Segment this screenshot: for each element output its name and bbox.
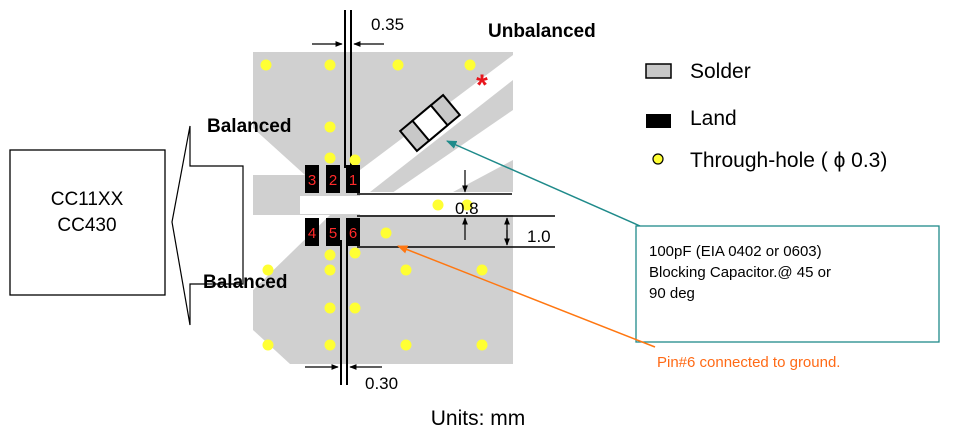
through-hole-via [262,339,274,351]
land-pin-5 [326,218,340,246]
land-pin-2 [326,165,340,193]
pin-number-3: 3 [308,172,316,189]
ground-callout-arrow [397,245,656,348]
legend-land-swatch [646,114,671,128]
through-hole-via [262,264,274,276]
capacitor-center [411,103,449,143]
through-hole-via [324,249,336,261]
through-hole-via [392,59,404,71]
asterisk-marker: * [476,69,488,102]
through-hole-via [349,302,361,314]
label-unbalanced: Unbalanced [488,21,596,42]
blocking-capacitor [398,93,462,153]
dimension-lines [305,41,555,370]
through-hole-via [400,339,412,351]
capacitor-note-line1: 100pF (EIA 0402 or 0603) [649,243,822,260]
hollow-arrow [171,125,244,326]
land-pin-1 [346,165,360,193]
through-hole-via [260,59,272,71]
land-pin-6 [346,218,360,246]
pin-number-1: 1 [349,172,357,189]
feed-lines [340,10,352,385]
through-hole-via [400,264,412,276]
through-hole-via [324,302,336,314]
label-balanced-bottom: Balanced [203,272,287,293]
legend-solder-swatch [645,63,672,79]
through-hole-via [324,339,336,351]
through-hole-via [464,59,476,71]
through-hole-via [324,264,336,276]
dim-value-bottom-gap: 0.30 [365,374,398,393]
units-label: Units: mm [431,407,526,430]
pin-number-4: 4 [308,225,316,242]
chip-box [9,149,166,296]
land-pin-3 [305,165,319,193]
through-hole-via [324,59,336,71]
pin-number-5: 5 [329,225,337,242]
through-hole-via [476,264,488,276]
capacitor-callout-arrow [446,140,641,227]
legend-via-swatch [652,153,664,165]
legend-solder-label: Solder [690,60,751,83]
through-hole-via [476,339,488,351]
through-hole-via [349,154,361,166]
dim-value-pitch: 1.0 [527,227,551,246]
through-hole-via [432,199,444,211]
chip-name-line2: CC430 [57,215,116,236]
through-hole-via [380,227,392,239]
dim-value-pad-gap: 0.8 [455,199,479,218]
pin-number-6: 6 [349,225,357,242]
ground-note: Pin#6 connected to ground. [657,354,840,371]
legend-land-label: Land [690,107,737,130]
through-hole-via [461,199,473,211]
through-hole-via [349,247,361,259]
clearance-right-mid [360,110,513,215]
land-pin-4 [305,218,319,246]
pin-numbers: 3 2 1 4 5 6 [308,172,357,242]
legend: Solder Land Through-hole ( ϕ 0.3) [645,60,887,172]
pin-number-2: 2 [329,172,337,189]
legend-through-hole-label: Through-hole ( ϕ 0.3) [690,149,887,172]
capacitor-note-box [635,225,940,343]
lands [305,165,360,246]
clearance-left-top [253,128,305,175]
through-hole-via [324,152,336,164]
label-balanced-top: Balanced [207,116,291,137]
chip-name-line1: CC11XX [51,189,124,210]
dim-value-top-gap: 0.35 [371,15,404,34]
clearance-center [300,196,360,214]
through-holes [260,59,488,351]
capacitor-note-line2: Blocking Capacitor.@ 45 or [649,264,831,281]
through-hole-via [324,121,336,133]
capacitor-note-line3: 90 deg [649,285,695,302]
